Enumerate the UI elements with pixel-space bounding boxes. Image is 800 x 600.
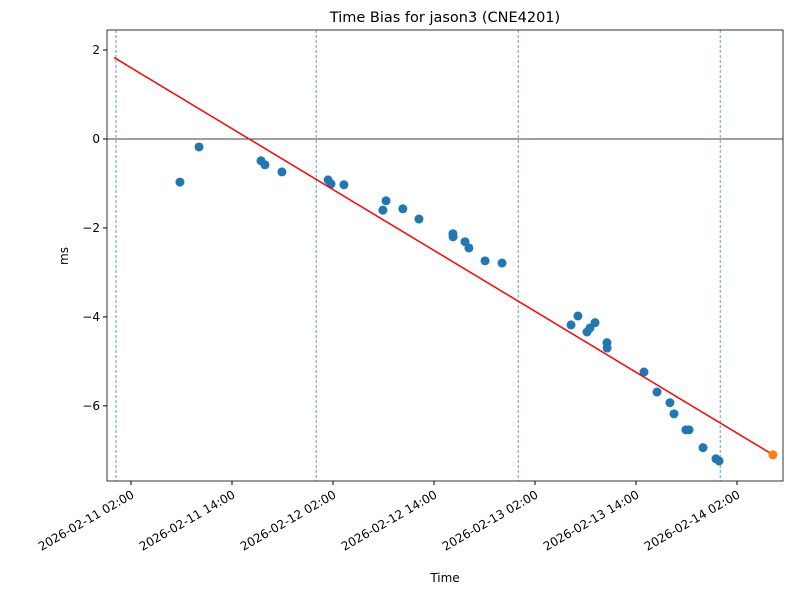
data-point <box>464 243 474 253</box>
data-point <box>398 204 408 214</box>
data-point <box>573 311 583 321</box>
plot-area <box>107 30 783 481</box>
data-point <box>768 450 778 460</box>
data-point <box>277 167 287 177</box>
data-point <box>381 196 391 206</box>
data-point <box>480 256 490 266</box>
data-point <box>684 425 694 435</box>
data-point <box>590 318 600 328</box>
data-point <box>602 343 612 353</box>
x-tick-label: 2026-02-11 02:00 <box>36 487 137 553</box>
data-point <box>714 456 724 466</box>
chart-title: Time Bias for jason3 (CNE4201) <box>329 10 560 26</box>
data-point <box>175 177 185 187</box>
data-point <box>497 258 507 268</box>
y-tick-label: −4 <box>82 310 100 324</box>
y-tick-label: 0 <box>92 132 100 146</box>
x-axis-label: Time <box>429 571 459 585</box>
x-tick-label: 2026-02-11 14:00 <box>137 487 238 553</box>
y-tick-label: −2 <box>82 221 100 235</box>
data-point <box>669 409 679 419</box>
axes-frame <box>106 29 784 482</box>
data-point <box>566 320 576 330</box>
y-tick-label: −6 <box>82 399 100 413</box>
y-tick-label: 2 <box>92 43 100 57</box>
trend-line <box>113 56 774 456</box>
data-point <box>698 443 708 453</box>
x-tick-label: 2026-02-13 02:00 <box>440 487 541 553</box>
x-tick-label: 2026-02-13 14:00 <box>541 487 642 553</box>
x-tick-label: 2026-02-12 14:00 <box>339 487 440 553</box>
data-point <box>652 387 662 397</box>
data-point <box>378 205 388 215</box>
data-point <box>639 367 649 377</box>
data-point <box>665 398 675 408</box>
data-point <box>414 214 424 224</box>
data-point <box>194 142 204 152</box>
y-axis-label: ms <box>57 247 71 265</box>
x-tick-label: 2026-02-12 02:00 <box>238 487 339 553</box>
data-point <box>339 180 349 190</box>
data-point <box>260 160 270 170</box>
data-point <box>448 232 458 242</box>
x-tick-label: 2026-02-14 02:00 <box>642 487 743 553</box>
